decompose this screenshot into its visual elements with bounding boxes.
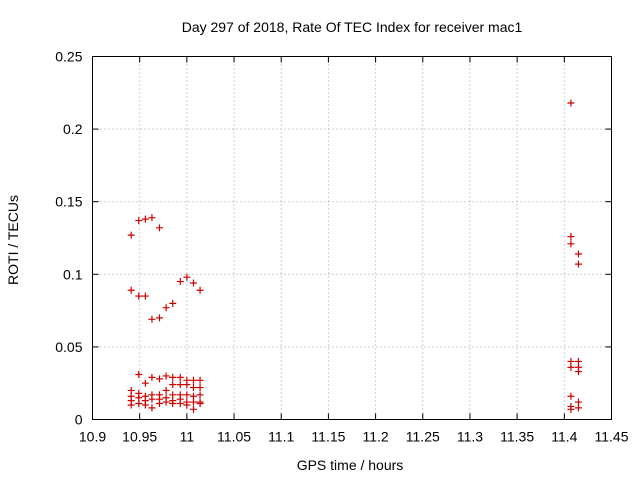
data-point	[141, 379, 149, 387]
data-point	[183, 381, 191, 389]
data-point	[135, 292, 143, 300]
data-point	[162, 304, 170, 312]
data-point	[155, 400, 163, 408]
data-point	[196, 400, 204, 408]
data-point	[176, 400, 184, 408]
data-point	[189, 279, 197, 287]
data-point	[169, 381, 177, 389]
data-point	[574, 260, 582, 268]
data-point	[148, 373, 156, 381]
data-point	[176, 278, 184, 286]
data-point	[183, 401, 191, 409]
data-point	[135, 400, 143, 408]
data-point	[127, 286, 135, 294]
data-point	[567, 99, 575, 107]
grid-layer	[92, 56, 612, 420]
data-point	[574, 368, 582, 376]
data-point	[169, 400, 177, 408]
x-tick-label: 11	[180, 429, 195, 445]
data-point	[169, 373, 177, 381]
data-point	[189, 405, 197, 413]
chart-title: Day 297 of 2018, Rate Of TEC Index for r…	[182, 19, 523, 35]
data-point	[141, 292, 149, 300]
y-axis-label: ROTI / TECUs	[5, 195, 21, 285]
x-tick-label: 11.45	[595, 429, 629, 445]
data-point	[567, 405, 575, 413]
data-point	[176, 381, 184, 389]
y-tick-label: 0.25	[55, 49, 82, 65]
x-tick-label: 10.95	[122, 429, 157, 445]
data-point	[574, 250, 582, 258]
x-tick-label: 11.25	[406, 429, 440, 445]
x-axis-label: GPS time / hours	[297, 457, 404, 473]
data-point	[162, 386, 170, 394]
data-point	[176, 373, 184, 381]
data-point	[148, 315, 156, 323]
y-tick-label: 0.15	[55, 194, 82, 210]
data-point	[162, 398, 170, 406]
y-tick-label: 0	[75, 412, 83, 428]
data-point	[155, 224, 163, 232]
plot-frame	[92, 56, 612, 420]
x-tick-label: 11.4	[551, 429, 577, 445]
data-point	[141, 401, 149, 409]
x-tick-label: 11.15	[311, 429, 345, 445]
data-point	[127, 401, 135, 409]
x-tick-label: 11.2	[362, 429, 388, 445]
data-point	[189, 376, 197, 384]
tick-layer: 10.9 10.95 11 11.05 11.1 11.15 11.2 11.25 11.3 11…	[55, 49, 628, 445]
data-point	[169, 299, 177, 307]
data-point	[567, 392, 575, 400]
data-point	[183, 273, 191, 281]
data-point	[189, 384, 197, 392]
data-point	[135, 217, 143, 225]
data-point	[155, 314, 163, 322]
data-point	[189, 398, 197, 406]
x-tick-label: 11.35	[500, 429, 534, 445]
data-point	[196, 376, 204, 384]
data-point	[183, 391, 191, 399]
data-points	[127, 99, 582, 413]
data-point	[127, 231, 135, 239]
data-point	[148, 395, 156, 403]
x-tick-label: 11.1	[268, 429, 294, 445]
data-point	[155, 375, 163, 383]
data-point	[196, 391, 204, 399]
data-point	[148, 404, 156, 412]
x-tick-label: 11.05	[217, 429, 251, 445]
data-point	[567, 240, 575, 248]
y-tick-label: 0.05	[55, 339, 82, 355]
data-point	[574, 404, 582, 412]
data-point	[148, 214, 156, 222]
data-point	[196, 384, 204, 392]
data-point	[135, 370, 143, 378]
data-point	[141, 215, 149, 223]
data-point	[196, 286, 204, 294]
y-tick-label: 0.2	[63, 121, 83, 137]
x-tick-label: 10.9	[79, 429, 106, 445]
data-point	[567, 363, 575, 371]
data-point	[162, 372, 170, 380]
y-tick-label: 0.1	[63, 266, 83, 282]
data-point	[567, 233, 575, 241]
x-tick-label: 11.3	[457, 429, 483, 445]
